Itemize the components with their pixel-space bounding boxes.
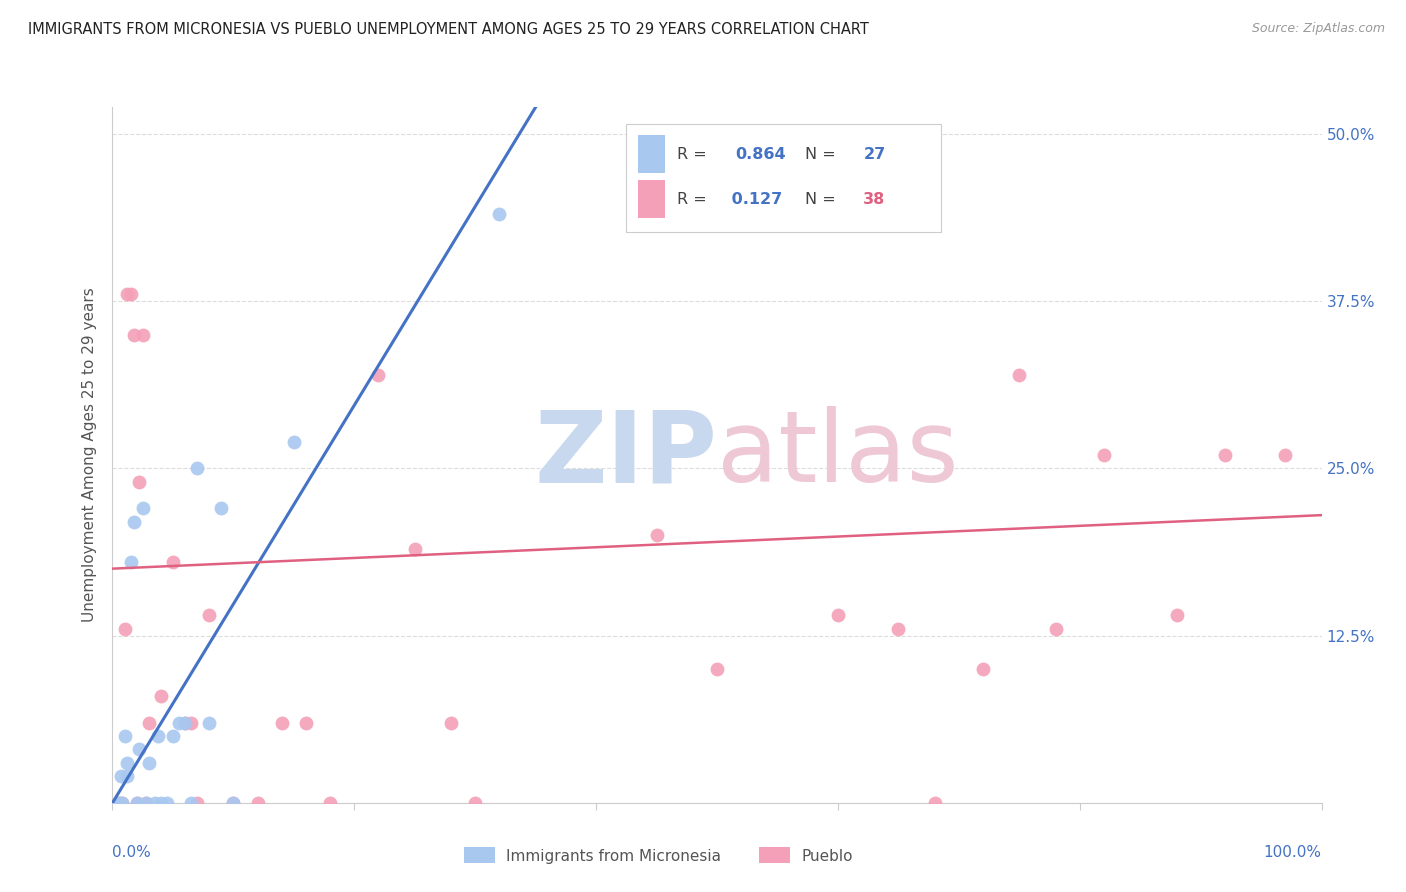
Point: [148, 729, 170, 743]
Point: [367, 368, 389, 382]
Point: [180, 796, 202, 810]
Point: [209, 501, 232, 516]
Point: [143, 796, 166, 810]
Point: [115, 769, 138, 783]
Point: [1166, 608, 1188, 623]
Point: [115, 756, 138, 770]
Point: [246, 796, 269, 810]
Point: [404, 541, 426, 556]
Text: Source: ZipAtlas.com: Source: ZipAtlas.com: [1251, 22, 1385, 36]
Text: R =: R =: [678, 146, 711, 161]
Point: [114, 729, 136, 743]
Text: 38: 38: [863, 192, 886, 207]
Point: [135, 796, 157, 810]
Point: [972, 662, 994, 676]
Text: Pueblo: Pueblo: [801, 849, 853, 863]
Point: [114, 622, 136, 636]
Point: [319, 796, 342, 810]
Point: [464, 796, 486, 810]
Text: atlas: atlas: [717, 407, 959, 503]
Point: [295, 715, 318, 730]
Point: [107, 796, 129, 810]
Point: [1274, 448, 1296, 462]
Point: [110, 769, 132, 783]
Point: [156, 796, 179, 810]
Point: [149, 796, 172, 810]
Point: [645, 528, 668, 542]
Y-axis label: Unemployment Among Ages 25 to 29 years: Unemployment Among Ages 25 to 29 years: [82, 287, 97, 623]
Point: [1045, 622, 1067, 636]
Point: [128, 742, 150, 756]
Point: [222, 796, 245, 810]
Point: [135, 796, 157, 810]
Point: [270, 715, 292, 730]
Point: [198, 715, 221, 730]
Point: [174, 715, 197, 730]
Point: [1008, 368, 1031, 382]
Point: [132, 327, 155, 342]
Point: [1092, 448, 1115, 462]
Point: [924, 796, 946, 810]
Point: [128, 475, 150, 489]
Point: [162, 555, 184, 569]
Point: [283, 434, 305, 449]
Point: [111, 796, 134, 810]
Point: [120, 287, 142, 301]
Point: [180, 715, 202, 730]
Bar: [626, 124, 941, 232]
Bar: [638, 135, 665, 173]
Point: [138, 715, 160, 730]
Point: [186, 796, 208, 810]
Text: IMMIGRANTS FROM MICRONESIA VS PUEBLO UNEMPLOYMENT AMONG AGES 25 TO 29 YEARS CORR: IMMIGRANTS FROM MICRONESIA VS PUEBLO UNE…: [28, 22, 869, 37]
Point: [488, 207, 510, 221]
Text: N =: N =: [806, 192, 841, 207]
Point: [122, 327, 145, 342]
Text: 27: 27: [863, 146, 886, 161]
Text: N =: N =: [806, 146, 841, 161]
Text: 0.864: 0.864: [735, 146, 786, 161]
Text: 0.127: 0.127: [725, 192, 782, 207]
Text: Immigrants from Micronesia: Immigrants from Micronesia: [506, 849, 721, 863]
Point: [162, 729, 184, 743]
Point: [138, 756, 160, 770]
Point: [125, 796, 148, 810]
Point: [222, 796, 245, 810]
Point: [440, 715, 463, 730]
Point: [174, 715, 197, 730]
Point: [706, 662, 728, 676]
Point: [198, 608, 221, 623]
Point: [827, 608, 849, 623]
Text: 0.0%: 0.0%: [112, 845, 152, 860]
Point: [1213, 448, 1236, 462]
Point: [111, 796, 134, 810]
Text: ZIP: ZIP: [534, 407, 717, 503]
Text: 100.0%: 100.0%: [1264, 845, 1322, 860]
Point: [115, 287, 138, 301]
Text: R =: R =: [678, 192, 711, 207]
Point: [887, 622, 910, 636]
Point: [149, 689, 172, 703]
Point: [167, 715, 190, 730]
Bar: [638, 180, 665, 219]
Point: [186, 461, 208, 475]
Point: [120, 555, 142, 569]
Point: [132, 501, 155, 516]
Point: [107, 796, 129, 810]
Point: [122, 515, 145, 529]
Point: [125, 796, 148, 810]
